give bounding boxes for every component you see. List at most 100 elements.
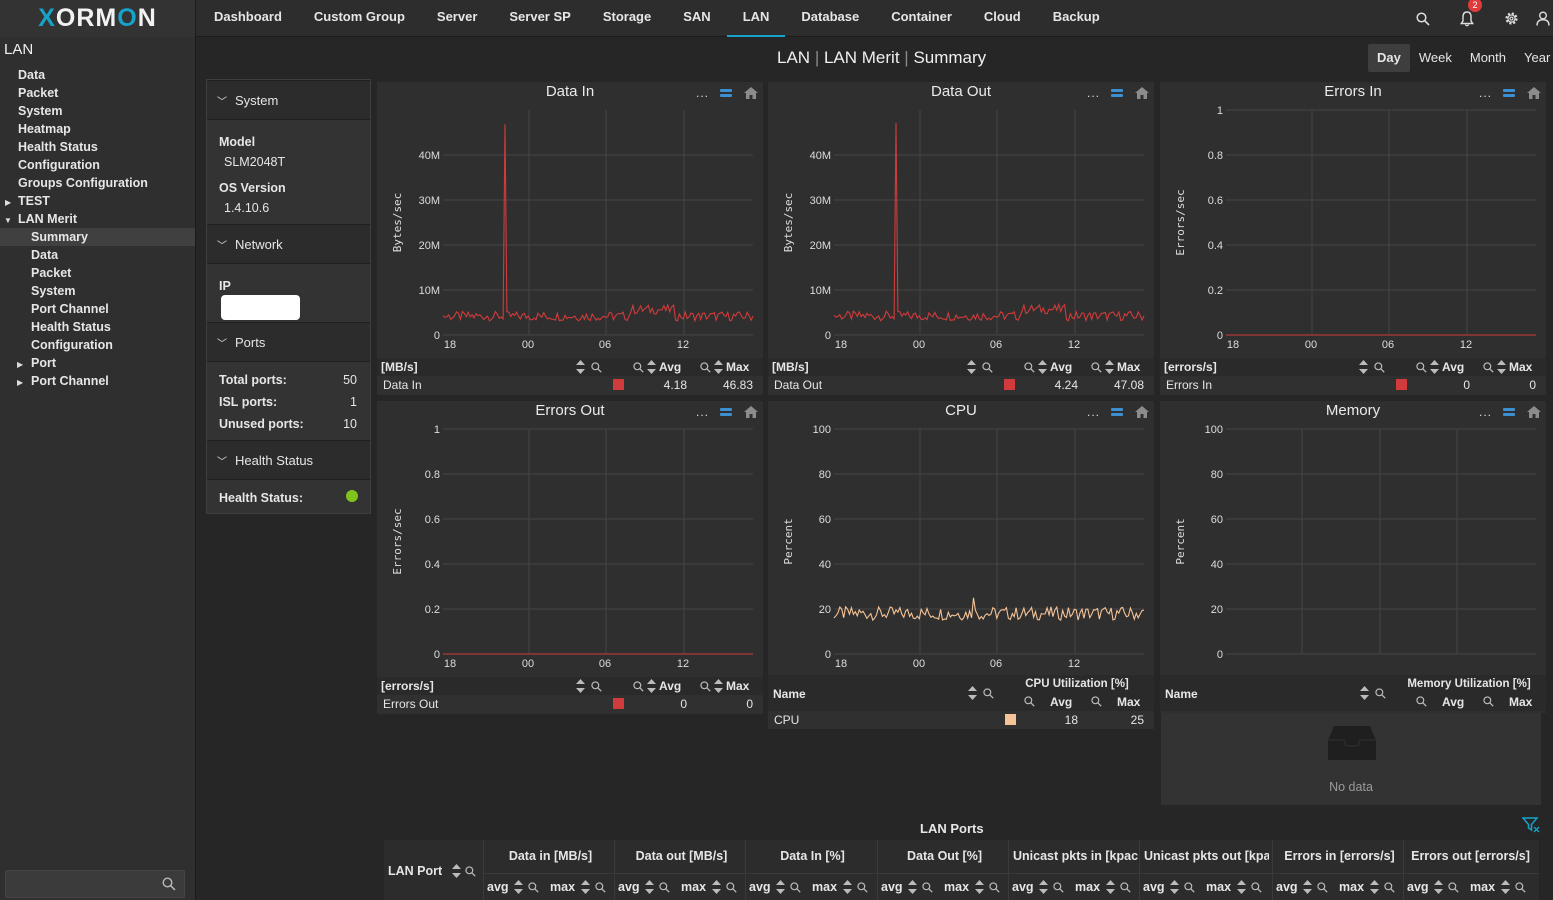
user-icon[interactable] [1533, 0, 1553, 37]
layers-icon[interactable] [719, 406, 733, 418]
sort-icon[interactable] [1360, 686, 1369, 700]
search-icon[interactable] [1483, 696, 1494, 707]
search-icon[interactable] [591, 681, 602, 692]
sidebar-item-merit-port-channel[interactable]: Port Channel [31, 302, 109, 316]
sort-icon[interactable] [1039, 880, 1048, 894]
search-icon[interactable] [465, 866, 476, 877]
sort-icon[interactable] [843, 880, 852, 894]
nav-container[interactable]: Container [891, 9, 952, 24]
avg-subheader[interactable]: avg [1012, 880, 1034, 894]
name-header[interactable]: Name [773, 687, 806, 701]
tab-month[interactable]: Month [1469, 50, 1506, 65]
layers-icon[interactable] [1110, 406, 1124, 418]
sidebar-item-packet[interactable]: Packet [18, 86, 59, 100]
unit-header[interactable]: [errors/s] [381, 679, 434, 693]
legend-row[interactable]: Errors In 0 0 [1160, 376, 1546, 394]
sort-icon[interactable] [1106, 880, 1115, 894]
xormon-logo[interactable]: XORMON [0, 0, 196, 37]
legend-row[interactable]: Data Out 4.24 47.08 [768, 376, 1154, 394]
sort-icon[interactable] [712, 880, 721, 894]
search-icon[interactable] [983, 688, 994, 699]
avg-header[interactable]: Avg [1050, 360, 1073, 374]
search-icon[interactable] [1515, 882, 1526, 893]
layers-icon[interactable] [1502, 87, 1516, 99]
section-system-header[interactable]: ﹀ System [207, 80, 370, 120]
filter-icon[interactable] [1522, 817, 1540, 833]
sidebar-item-port-channel[interactable]: ▶ Port Channel [0, 372, 195, 390]
sort-icon[interactable] [514, 880, 523, 894]
avg-subheader[interactable]: avg [1407, 880, 1429, 894]
tab-year[interactable]: Year [1524, 50, 1551, 65]
search-icon[interactable] [700, 681, 711, 692]
search-icon[interactable] [1401, 0, 1445, 37]
more-menu-icon[interactable]: ... [1086, 86, 1100, 100]
sort-icon[interactable] [1497, 360, 1506, 374]
sidebar-item-heatmap[interactable]: Heatmap [18, 122, 71, 136]
home-icon[interactable] [1134, 405, 1150, 419]
sidebar-item-merit-packet[interactable]: Packet [31, 266, 72, 280]
avg-header[interactable]: Avg [659, 679, 682, 693]
name-header[interactable]: Name [1165, 687, 1198, 701]
nav-custom-group[interactable]: Custom Group [313, 9, 405, 24]
avg-subheader[interactable]: avg [618, 880, 640, 894]
more-menu-icon[interactable]: ... [695, 86, 709, 100]
sidebar-item-configuration[interactable]: Configuration [18, 158, 100, 172]
sort-icon[interactable] [714, 360, 723, 374]
nav-server-sp[interactable]: Server SP [509, 9, 571, 24]
avg-header[interactable]: Avg [1442, 695, 1465, 709]
section-network-header[interactable]: ﹀ Network [207, 224, 370, 264]
max-subheader[interactable]: max [1470, 880, 1496, 894]
search-icon[interactable] [1053, 882, 1064, 893]
layers-icon[interactable] [1502, 406, 1516, 418]
sort-icon[interactable] [576, 679, 585, 693]
nav-cloud[interactable]: Cloud [983, 9, 1021, 24]
legend-row[interactable]: Errors Out 0 0 [377, 695, 763, 713]
home-icon[interactable] [1526, 86, 1542, 100]
nav-database[interactable]: Database [801, 9, 860, 24]
sort-icon[interactable] [1359, 360, 1368, 374]
max-header[interactable]: Max [1509, 695, 1533, 709]
sidebar-item-summary[interactable]: Summary [0, 228, 195, 246]
search-icon[interactable] [1091, 696, 1102, 707]
sidebar-item-merit-system[interactable]: System [31, 284, 76, 298]
avg-subheader[interactable]: avg [1143, 880, 1165, 894]
more-menu-icon[interactable]: ... [1478, 405, 1492, 419]
max-header[interactable]: Max [1117, 695, 1141, 709]
search-icon[interactable] [1375, 688, 1386, 699]
max-subheader[interactable]: max [1339, 880, 1365, 894]
lan-port-header[interactable]: LAN Port [388, 864, 443, 878]
sidebar-item-system[interactable]: System [18, 104, 63, 118]
sidebar-item-groups-configuration[interactable]: Groups Configuration [18, 176, 148, 190]
search-icon[interactable] [162, 877, 176, 891]
unit-header[interactable]: [MB/s] [381, 360, 418, 374]
avg-header[interactable]: Avg [1442, 360, 1465, 374]
sidebar-item-data[interactable]: Data [18, 68, 46, 82]
tab-week[interactable]: Week [1418, 50, 1452, 65]
sort-icon[interactable] [975, 880, 984, 894]
sort-icon[interactable] [581, 880, 590, 894]
search-icon[interactable] [528, 882, 539, 893]
home-icon[interactable] [743, 86, 759, 100]
search-icon[interactable] [1120, 882, 1131, 893]
sidebar-item-merit-health-status[interactable]: Health Status [31, 320, 111, 334]
search-icon[interactable] [1384, 882, 1395, 893]
search-icon[interactable] [595, 882, 606, 893]
sort-icon[interactable] [576, 360, 585, 374]
search-icon[interactable] [1416, 362, 1427, 373]
sort-icon[interactable] [968, 686, 977, 700]
sort-icon[interactable] [1501, 880, 1510, 894]
sort-icon[interactable] [647, 679, 656, 693]
sort-icon[interactable] [1303, 880, 1312, 894]
search-icon[interactable] [700, 362, 711, 373]
sort-icon[interactable] [1434, 880, 1443, 894]
max-subheader[interactable]: max [1206, 880, 1232, 894]
layers-icon[interactable] [719, 87, 733, 99]
more-menu-icon[interactable]: ... [695, 405, 709, 419]
sidebar-item-port[interactable]: ▶ Port [0, 354, 195, 372]
search-icon[interactable] [1024, 696, 1035, 707]
search-icon[interactable] [1251, 882, 1262, 893]
search-icon[interactable] [633, 681, 644, 692]
sort-icon[interactable] [1038, 360, 1047, 374]
nav-backup[interactable]: Backup [1052, 9, 1100, 24]
nav-san[interactable]: SAN [683, 9, 711, 24]
